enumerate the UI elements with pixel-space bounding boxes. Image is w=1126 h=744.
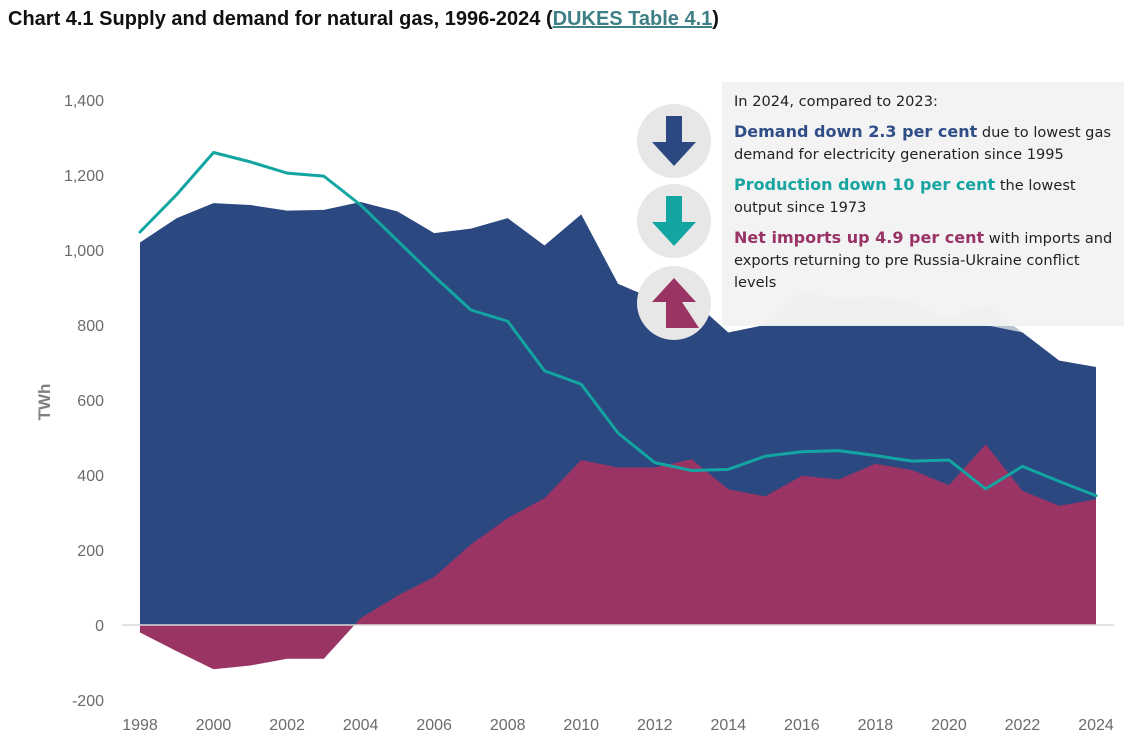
y-axis-label: TWh — [35, 384, 54, 421]
dukes-table-link[interactable]: DUKES Table 4.1 — [552, 8, 713, 30]
x-tick-label: 2008 — [490, 717, 526, 734]
annotation-intro: In 2024, compared to 2023: — [734, 93, 938, 110]
x-tick-label: 2006 — [416, 717, 452, 734]
x-tick-label: 2000 — [196, 717, 232, 734]
demand-detail: due to lowest gas demand for electricity… — [734, 124, 1111, 163]
production-arrow-badge — [637, 184, 711, 258]
x-tick-label: 2024 — [1078, 717, 1114, 734]
chart-title: Chart 4.1 Supply and demand for natural … — [8, 8, 719, 31]
y-tick-label: 800 — [77, 318, 104, 335]
x-tick-label: 2014 — [711, 717, 747, 734]
y-tick-label: 1,000 — [64, 243, 104, 260]
demand-highlight: Demand down 2.3 per cent — [734, 122, 978, 141]
demand-arrow-badge — [637, 104, 711, 178]
y-tick-label: 200 — [77, 543, 104, 560]
x-tick-label: 2018 — [858, 717, 894, 734]
production-line — [138, 151, 1098, 498]
x-tick-label: 2002 — [269, 717, 305, 734]
annotation-demand: Demand down 2.3 per cent due to lowest g… — [734, 121, 1114, 166]
y-axis: -200 0 200 400 600 800 1,000 1,200 1,400 — [64, 93, 1114, 710]
x-tick-label: 2022 — [1005, 717, 1041, 734]
x-tick-label: 1998 — [122, 717, 158, 734]
x-tick-label: 2016 — [784, 717, 820, 734]
y-tick-label: 1,400 — [64, 93, 104, 110]
x-tick-label: 2010 — [563, 717, 599, 734]
production-detail: the lowest output since 1973 — [734, 177, 1076, 216]
chart-lines — [138, 151, 1098, 498]
net-imports-arrow-badge — [637, 266, 711, 340]
net-imports-area — [140, 444, 1096, 670]
arrow-up-icon — [652, 278, 699, 328]
y-tick-label: 600 — [77, 393, 104, 410]
arrow-down-icon — [652, 116, 696, 166]
annotation-net-imports: Net imports up 4.9 per cent with imports… — [734, 227, 1114, 294]
x-tick-label: 2020 — [931, 717, 967, 734]
title-text: Chart 4.1 Supply and demand for natural … — [8, 8, 553, 30]
arrow-down-icon — [652, 196, 696, 246]
chart-areas — [140, 202, 1096, 670]
production-highlight: Production down 10 per cent — [734, 175, 996, 194]
y-tick-label: 1,200 — [64, 168, 104, 185]
annotation-production: Production down 10 per cent the lowest o… — [734, 174, 1114, 219]
net-imports-highlight: Net imports up 4.9 per cent — [734, 228, 985, 247]
title-closing-paren: ) — [712, 8, 719, 30]
y-tick-label: 400 — [77, 468, 104, 485]
summary-annotation-box: In 2024, compared to 2023: Demand down 2… — [722, 82, 1124, 326]
x-tick-label: 2012 — [637, 717, 673, 734]
net-imports-detail: with imports and exports returning to pr… — [734, 230, 1113, 291]
x-axis: 1998 2000 2002 2004 2006 2008 2010 2012 2014 2016… — [122, 717, 1114, 734]
y-tick-label: -200 — [72, 693, 104, 710]
y-tick-label: 0 — [95, 618, 104, 635]
x-tick-label: 2004 — [343, 717, 379, 734]
